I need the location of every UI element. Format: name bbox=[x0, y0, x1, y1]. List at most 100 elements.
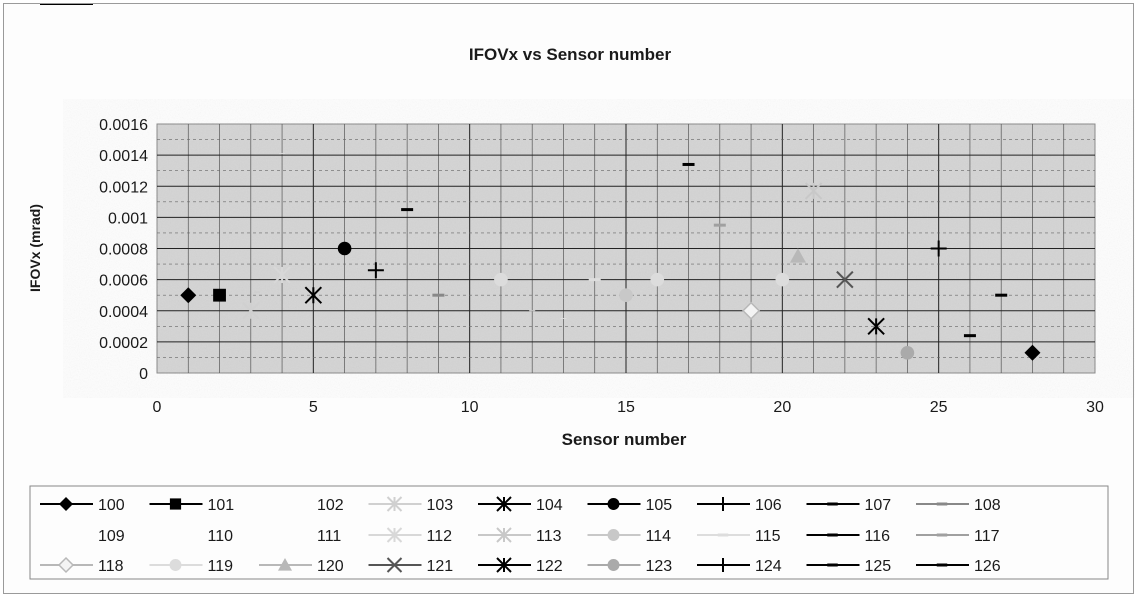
data-point-104 bbox=[304, 286, 323, 304]
legend-item-101: 101 bbox=[149, 497, 235, 514]
legend-item-112: 112 bbox=[368, 527, 453, 545]
x-tick-label: 0 bbox=[153, 399, 162, 416]
data-point-113 bbox=[804, 182, 823, 200]
legend-item-110: 110 bbox=[208, 528, 234, 545]
data-point-119 bbox=[650, 272, 665, 287]
data-point-119 bbox=[775, 272, 790, 287]
legend-label: 121 bbox=[427, 558, 454, 575]
data-points bbox=[180, 153, 1041, 361]
legend-label: 110 bbox=[208, 528, 234, 545]
legend-item-124: 124 bbox=[697, 558, 782, 575]
legend-item-121: 121 bbox=[368, 557, 454, 575]
legend-item-118: 118 bbox=[40, 556, 124, 575]
legend-label: 108 bbox=[974, 497, 1001, 514]
x-tick-label: 25 bbox=[930, 399, 948, 416]
legend-item-116: 116 bbox=[806, 528, 891, 545]
legend-label: 104 bbox=[536, 497, 563, 514]
y-tick-label: 0.0008 bbox=[99, 242, 148, 259]
legend-item-113: 113 bbox=[478, 527, 562, 545]
legend-label: 126 bbox=[974, 558, 1001, 575]
legend-label: 105 bbox=[646, 497, 673, 514]
x-tick-label: 15 bbox=[617, 399, 635, 416]
data-point-101 bbox=[213, 288, 226, 302]
y-axis-title: IFOVx (mrad) bbox=[27, 204, 43, 292]
y-tick-label: 0.0016 bbox=[99, 117, 148, 134]
legend-item-122: 122 bbox=[478, 557, 563, 575]
legend-label: 111 bbox=[317, 528, 341, 545]
x-tick-label: 20 bbox=[773, 399, 791, 416]
legend-item-120: 120 bbox=[259, 558, 344, 575]
data-point-118 bbox=[742, 301, 761, 320]
data-point-103 bbox=[242, 302, 260, 320]
legend-item-105: 105 bbox=[587, 497, 673, 514]
legend-label: 122 bbox=[536, 558, 563, 575]
legend-label: 116 bbox=[865, 528, 891, 545]
data-point-121 bbox=[836, 270, 854, 289]
data-point-123 bbox=[900, 345, 915, 360]
x-tick-labels: 0 5 10 15 20 25 30 bbox=[153, 399, 1104, 416]
legend-item-104: 104 bbox=[478, 496, 563, 514]
legend-label: 100 bbox=[98, 497, 125, 514]
data-point-124 bbox=[930, 240, 947, 257]
legend-label: 107 bbox=[865, 497, 892, 514]
chart-frame: IFOVx vs Sensor number 0 0.0002 0.0004 0.00… bbox=[3, 0, 1134, 594]
legend-label: 112 bbox=[427, 528, 453, 545]
x-tick-label: 5 bbox=[309, 399, 318, 416]
legend-item-115: 115 bbox=[697, 528, 781, 545]
legend-label: 103 bbox=[427, 497, 454, 514]
data-point-114 bbox=[619, 288, 633, 302]
x-axis-title: Sensor number bbox=[562, 430, 687, 449]
chart-title: IFOVx vs Sensor number bbox=[469, 45, 672, 64]
legend-label: 117 bbox=[974, 528, 1000, 545]
data-point-105 bbox=[337, 241, 352, 256]
data-point-106 bbox=[367, 262, 384, 279]
legend-item-114: 114 bbox=[587, 528, 672, 545]
legend-box bbox=[29, 485, 1109, 580]
legend-label: 115 bbox=[755, 528, 781, 545]
legend-label: 102 bbox=[317, 497, 344, 514]
data-point-112 bbox=[273, 266, 291, 284]
y-tick-label: 0.0012 bbox=[99, 179, 148, 196]
data-point-122 bbox=[867, 317, 885, 336]
legend-item-106: 106 bbox=[697, 497, 782, 514]
x-tick-label: 30 bbox=[1086, 399, 1104, 416]
legend-item-108: 108 bbox=[916, 497, 1001, 514]
legend-label: 118 bbox=[98, 558, 124, 575]
legend-item-111: 111 bbox=[317, 528, 341, 545]
legend-item-102: 102 bbox=[317, 497, 344, 514]
legend-label: 109 bbox=[98, 528, 125, 545]
legend-item-119: 119 bbox=[149, 558, 234, 575]
legend-label: 101 bbox=[208, 497, 235, 514]
legend-item-100: 100 bbox=[40, 497, 125, 514]
legend-label: 120 bbox=[317, 558, 344, 575]
data-point-119 bbox=[494, 272, 508, 287]
y-tick-label: 0 bbox=[139, 366, 148, 383]
legend-item-123: 123 bbox=[587, 558, 673, 575]
y-tick-label: 0.0014 bbox=[99, 148, 148, 165]
data-point-120 bbox=[789, 248, 806, 263]
legend-label: 125 bbox=[865, 558, 892, 575]
legend-label: 113 bbox=[536, 528, 562, 545]
legend-label: 119 bbox=[208, 558, 234, 575]
data-point-127 bbox=[1024, 344, 1041, 361]
legend-item-107: 107 bbox=[806, 497, 892, 514]
legend-item-109: 109 bbox=[98, 528, 125, 545]
legend-label: 124 bbox=[755, 558, 782, 575]
y-tick-label: 0.0002 bbox=[99, 335, 148, 352]
y-tick-labels: 0 0.0002 0.0004 0.0006 0.0008 0.001 0.0012 0.00… bbox=[99, 117, 148, 383]
legend-item-117: 117 bbox=[916, 528, 1000, 545]
legend-item-125: 125 bbox=[806, 558, 892, 575]
y-tick-label: 0.001 bbox=[108, 210, 148, 227]
legend-item-103: 103 bbox=[368, 496, 454, 514]
y-tick-label: 0.0004 bbox=[99, 304, 148, 321]
x-tick-label: 10 bbox=[461, 399, 479, 416]
legend-label: 114 bbox=[646, 528, 672, 545]
legend-item-127: 127 bbox=[40, 0, 125, 8]
legend-item-126: 126 bbox=[916, 558, 1001, 575]
legend-label: 123 bbox=[646, 558, 673, 575]
data-point-100 bbox=[180, 287, 197, 304]
legend-label: 127 bbox=[98, 4, 125, 8]
ifovx-scatter-chart: IFOVx vs Sensor number 0 0.0002 0.0004 0.00… bbox=[27, 0, 1109, 580]
y-tick-label: 0.0006 bbox=[99, 273, 148, 290]
